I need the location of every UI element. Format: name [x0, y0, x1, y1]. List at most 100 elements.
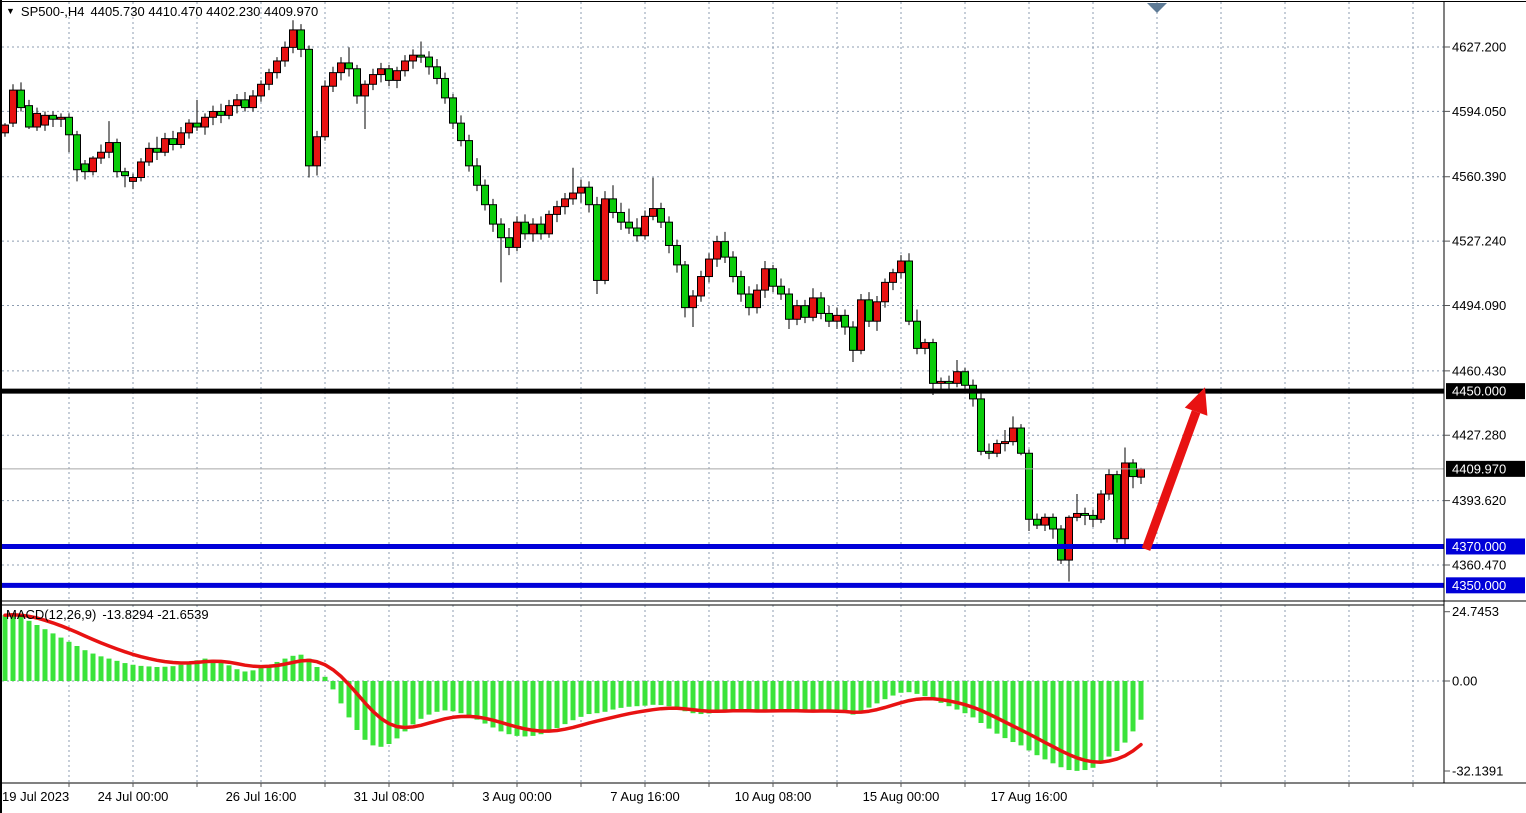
candle-body-bull — [809, 297, 817, 318]
macd-bar — [986, 681, 992, 729]
arrow-head[interactable] — [1184, 387, 1208, 416]
symbol-dropdown-icon[interactable]: ▼ — [6, 6, 15, 16]
macd-bar — [378, 681, 384, 747]
candle-body-bull — [897, 260, 905, 274]
macd-values-label: -13.8294 -21.6539 — [102, 607, 209, 622]
candle-body-bear — [73, 134, 81, 171]
candle-body-bear — [521, 221, 529, 235]
macd-signal-line — [3, 613, 1143, 764]
candle-body-bear — [1049, 516, 1057, 530]
macd-axis[interactable]: 24.7453 0.00 -32.1391 — [1444, 604, 1503, 778]
time-axis[interactable]: 19 Jul 2023 24 Jul 00:00 26 Jul 16:00 31 Ju… — [2, 783, 1414, 804]
macd-bar — [330, 681, 336, 690]
candle — [561, 193, 569, 215]
macd-bar — [1066, 681, 1072, 771]
horizontal-level-lines[interactable] — [2, 388, 1444, 588]
macd-bar — [130, 664, 136, 681]
macd-bar — [122, 663, 128, 681]
macd-bar — [498, 681, 504, 732]
macd-bar — [194, 660, 200, 681]
macd-bar — [482, 681, 488, 724]
candle — [769, 264, 777, 293]
macd-tick-label: 24.7453 — [1452, 604, 1499, 619]
candle — [161, 132, 169, 157]
scroll-marker-icon[interactable] — [1147, 3, 1167, 13]
macd-bar — [746, 681, 752, 712]
candle — [809, 288, 817, 322]
candle-body-bear — [721, 241, 729, 258]
macd-bar — [826, 681, 832, 712]
candle — [1089, 509, 1097, 528]
time-tick-label: 24 Jul 00:00 — [98, 789, 169, 804]
macd-bar — [2, 615, 8, 681]
candle — [817, 292, 825, 320]
candle — [889, 268, 897, 291]
candle-body-bear — [929, 342, 937, 384]
macd-bar — [210, 659, 216, 681]
candle-body-bull — [329, 72, 337, 87]
candle — [689, 290, 697, 328]
candle-body-bull — [161, 138, 169, 153]
macd-bar — [522, 681, 528, 737]
candle-body-bull — [529, 223, 537, 235]
scroll-marker-triangle[interactable] — [1147, 3, 1167, 13]
candle — [49, 111, 57, 128]
macd-bar — [978, 681, 984, 723]
macd-bar — [970, 681, 976, 718]
macd-bar — [354, 681, 360, 730]
macd-bar — [362, 681, 368, 740]
candle-body-bull — [553, 206, 561, 215]
macd-bar — [546, 681, 552, 732]
price-axis[interactable]: 4627.200 4594.050 4560.390 4527.240 4494.090… — [1444, 40, 1525, 594]
candle — [713, 235, 721, 267]
time-tick-label: 10 Aug 08:00 — [735, 789, 812, 804]
candle — [465, 134, 473, 172]
candle — [553, 200, 561, 223]
candle — [329, 66, 337, 93]
macd-bar — [1002, 681, 1008, 739]
arrow-shaft[interactable] — [1141, 410, 1201, 551]
candle — [697, 270, 705, 302]
candle — [377, 62, 385, 83]
macd-bar — [1026, 681, 1032, 751]
candle-body-bull — [33, 112, 41, 128]
macd-bar — [778, 681, 784, 711]
trend-arrow[interactable] — [1141, 387, 1208, 551]
candle — [1009, 416, 1017, 446]
candle — [41, 111, 49, 131]
macd-bar — [786, 681, 792, 711]
macd-bar — [394, 681, 400, 739]
price-tick-label: 4527.240 — [1452, 234, 1506, 249]
candle — [225, 99, 233, 120]
macd-bar — [578, 681, 584, 717]
candle-body-bull — [281, 46, 289, 62]
macd-bar — [882, 681, 888, 700]
macd-bar — [66, 641, 72, 681]
price-badge-4409.970: 4409.970 — [1446, 460, 1525, 477]
macd-bar — [90, 653, 96, 681]
price-tick-label: 4360.470 — [1452, 557, 1506, 572]
candle-body-bull — [177, 132, 185, 145]
macd-bar — [602, 681, 608, 712]
candle-body-bear — [1033, 518, 1041, 526]
candle — [673, 239, 681, 273]
candle — [281, 41, 289, 67]
candlesticks — [2, 20, 1145, 582]
candle — [761, 261, 769, 298]
candle — [65, 113, 73, 153]
candle-body-bull — [1073, 512, 1081, 518]
candle-body-bear — [913, 320, 921, 349]
candle-body-bull — [289, 29, 297, 48]
candle-body-bull — [57, 116, 65, 120]
candle-body-bull — [409, 54, 417, 62]
macd-bar — [914, 681, 920, 694]
candle-body-bull — [369, 74, 377, 85]
macd-bar — [554, 681, 560, 729]
candle-body-bear — [385, 68, 393, 81]
macd-bar — [314, 667, 320, 681]
price-badge-label: 4450.000 — [1452, 384, 1506, 399]
candle — [777, 278, 785, 300]
candle-body-bull — [1121, 462, 1129, 540]
